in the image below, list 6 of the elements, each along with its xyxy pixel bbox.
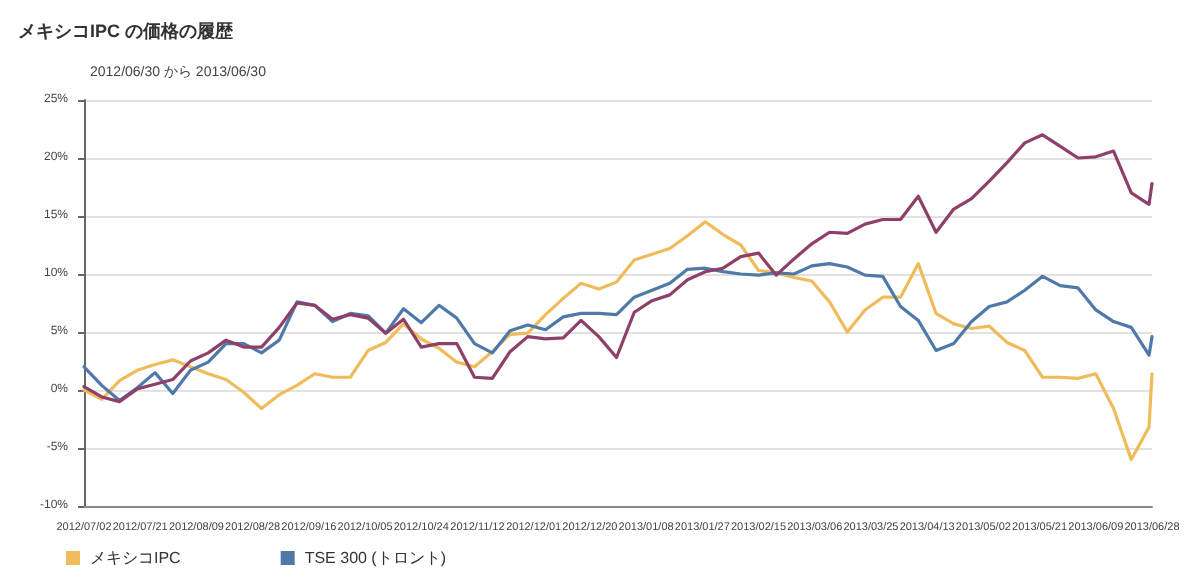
- chart-title: メキシコIPC の価格の履歴: [18, 21, 236, 41]
- line-series: [82, 261, 1154, 403]
- legend-label: TSE 300 (トロント): [304, 549, 447, 567]
- legend-label: メキシコIPC: [90, 549, 182, 567]
- line-series: [82, 220, 1154, 462]
- line-series: [82, 133, 1154, 404]
